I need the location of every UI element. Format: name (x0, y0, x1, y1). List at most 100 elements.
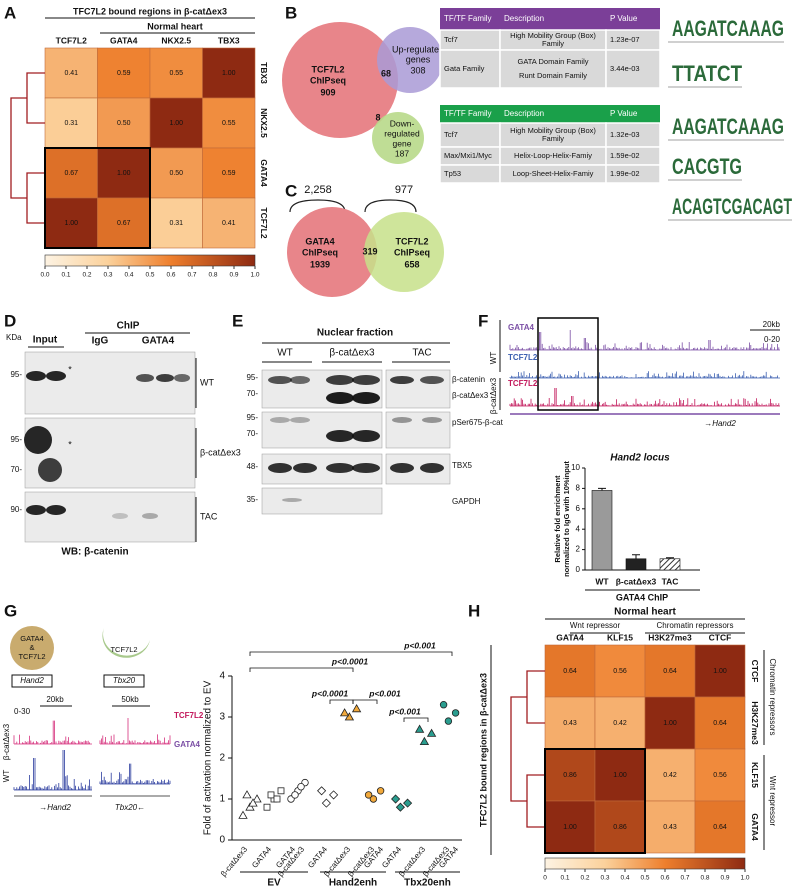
colorbar-tick-label: 1.0 (740, 875, 749, 882)
data-point (395, 802, 405, 812)
blot-band (46, 371, 66, 381)
heatmap-cell (202, 197, 256, 249)
blot-marker: 90- (10, 505, 22, 514)
venn-label: TCF7L2 (311, 64, 344, 74)
x-tick-label: TAC (662, 576, 679, 586)
table-cell-text: 1.23e-07 (610, 35, 640, 44)
venn-label: regulated (384, 128, 420, 138)
bubble-label: & (29, 643, 34, 652)
group-label: EV (267, 878, 281, 889)
cell-value: 0.64 (713, 824, 727, 831)
y-tick-label: 0 (219, 835, 225, 846)
colorbar-tick-label: 0.1 (560, 875, 569, 882)
cell-value: 0.56 (713, 772, 727, 779)
track-condition: WT (489, 352, 498, 365)
cell-value: 1.00 (563, 824, 577, 831)
y-tick-label: 6 (576, 504, 581, 513)
gene-label: →Hand2 (39, 803, 71, 812)
blot-label: KDa (6, 333, 22, 342)
heatmap-cell (202, 147, 256, 199)
y-tick-label: 4 (576, 524, 581, 533)
significance-bracket (249, 651, 453, 656)
cell-value: 0.64 (663, 668, 677, 675)
factor-bubble (10, 626, 54, 670)
p-value: p<0.001 (368, 688, 401, 698)
x-tick-label: WT (595, 576, 609, 586)
bubble-label: TCF7L2 (110, 645, 137, 654)
cell-value: 0.43 (663, 824, 677, 831)
p-value: p<0.0001 (331, 656, 368, 666)
y-tick-label: 2 (219, 753, 225, 764)
cell-value: 0.50 (117, 120, 131, 127)
cell-value: 0.67 (117, 220, 131, 227)
heatmap-cell (44, 197, 98, 249)
cell-value: 0.42 (613, 720, 627, 727)
blot (385, 411, 451, 449)
axis-label: normalized to IgG with 10%input (562, 461, 571, 577)
column-label: GATA4 (556, 632, 584, 642)
table-cell (605, 164, 661, 184)
row-label: GATA4 (259, 159, 269, 187)
heatmap-cell (97, 197, 151, 249)
data-point (419, 736, 430, 745)
blot-band (270, 417, 290, 423)
axis-label: GATA4 ChIP (616, 592, 668, 602)
colorbar-tick-label: 0.4 (620, 875, 629, 882)
track-condition: β-catΔex3 (489, 377, 498, 414)
venn-label: 187 (395, 148, 409, 158)
blot-caption: WB: β-catenin (61, 547, 128, 558)
row-label: KLF15 (750, 762, 760, 788)
data-point (245, 802, 255, 811)
data-point (267, 791, 275, 799)
blot-band (24, 426, 52, 454)
colorbar-tick-label: 0 (543, 875, 547, 882)
panel-label: H (468, 601, 480, 620)
table-cell-text: Family (542, 39, 564, 48)
row-label: TCF7L2 (259, 207, 269, 238)
panel-label: B (285, 3, 297, 22)
venn-count: 68 (381, 68, 391, 78)
colorbar-tick-label: 0.2 (580, 875, 589, 882)
blot-marker: 48- (246, 462, 258, 471)
cell-value: 0.67 (64, 170, 78, 177)
data-point (248, 798, 258, 807)
table-header (440, 105, 660, 123)
sequence-logo: AAGATCAAAG (672, 114, 784, 139)
data-point (273, 795, 281, 803)
cell-value: 0.43 (563, 720, 577, 727)
blot-band (420, 376, 444, 384)
p-value: p<0.001 (388, 706, 421, 716)
blot-band (268, 376, 292, 384)
blot-marker: 35- (246, 495, 258, 504)
heatmap-cell (149, 147, 203, 199)
blot-band (326, 430, 354, 442)
heatmap-cell (149, 47, 203, 99)
error-bar (598, 487, 606, 491)
data-point (444, 717, 453, 725)
heatmap-cell (694, 696, 746, 750)
venn-label: GATA4 (305, 236, 334, 246)
heatmap-title: TFC7L2 bound regions in β-catΔex3 (73, 6, 227, 16)
x-tick-label: β-catΔex3 (616, 576, 657, 586)
signal-track (13, 720, 92, 745)
blot-group: WT (277, 348, 293, 359)
track-label: TCF7L2 (508, 353, 538, 362)
venn-label: TCF7L2 (395, 236, 428, 246)
colorbar-tick-label: 0.9 (720, 875, 729, 882)
blot-band (326, 375, 354, 385)
table-header-cell: TF/TF Family (444, 14, 492, 23)
heatmap-cell (149, 197, 203, 249)
venn-label: Down- (390, 118, 415, 128)
blot (24, 351, 196, 415)
highlight-box (44, 147, 151, 249)
colorbar (44, 254, 256, 267)
signal-track (99, 763, 171, 785)
colorbar-tick-label: 0.2 (82, 272, 91, 279)
heatmap-cell (694, 748, 746, 802)
table-cell (605, 49, 661, 89)
sequence-logo: TTATCT (672, 61, 742, 86)
side-label: TFC7L2 bound regions in β-catΔex3 (478, 673, 488, 827)
cell-value: 0.55 (222, 120, 236, 127)
row-label: GATA4 (750, 813, 760, 841)
blot-label: ChIP (117, 321, 140, 332)
